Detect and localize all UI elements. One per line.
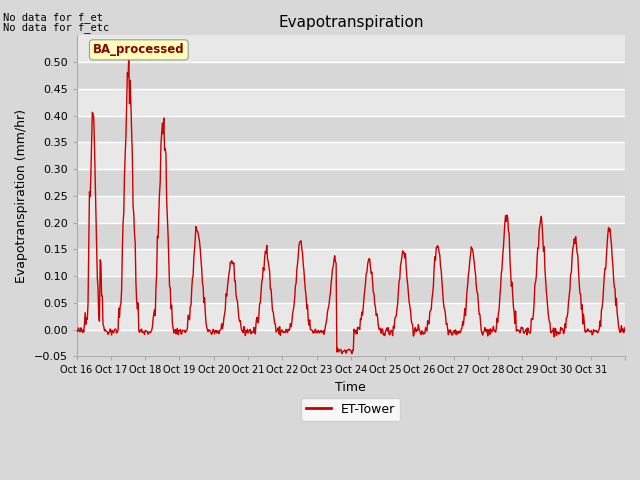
Y-axis label: Evapotranspiration (mm/hr): Evapotranspiration (mm/hr) xyxy=(15,109,28,283)
Bar xyxy=(77,169,625,196)
Text: No data for f_etc: No data for f_etc xyxy=(3,22,109,33)
X-axis label: Time: Time xyxy=(335,381,366,394)
Bar xyxy=(77,62,625,89)
Legend: ET-Tower: ET-Tower xyxy=(301,398,401,420)
Text: BA_processed: BA_processed xyxy=(93,43,185,56)
Bar xyxy=(77,276,625,303)
Text: No data for f_et: No data for f_et xyxy=(3,12,103,23)
Bar xyxy=(77,116,625,143)
Bar xyxy=(77,330,625,356)
Bar xyxy=(77,223,625,249)
Title: Evapotranspiration: Evapotranspiration xyxy=(278,15,424,30)
